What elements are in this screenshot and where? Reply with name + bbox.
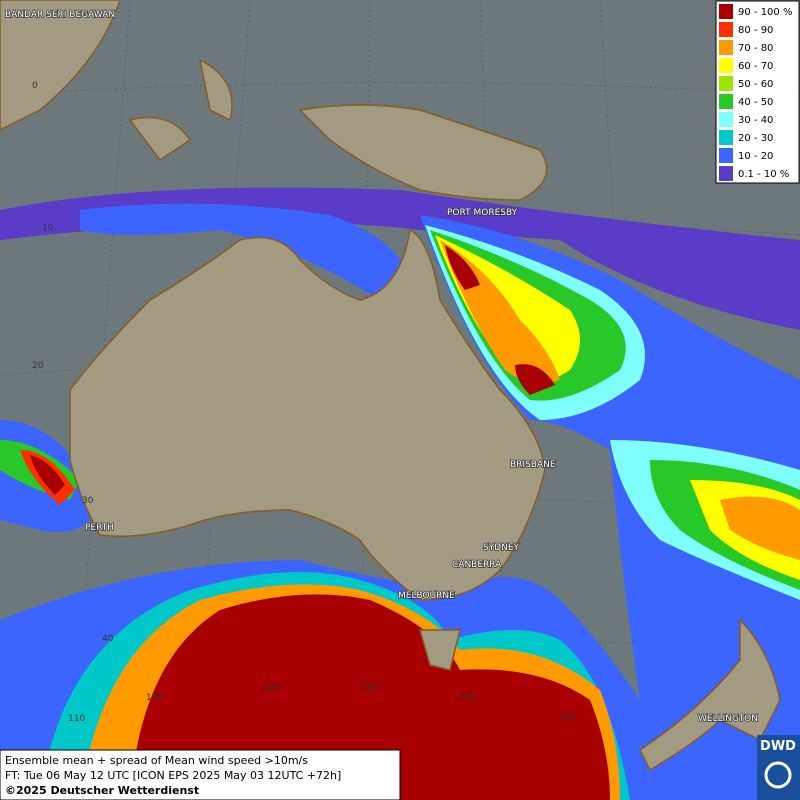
legend: 90 - 100 % 80 - 90 70 - 80 60 - 70 50 - 60 40… xyxy=(715,0,800,184)
legend-swatch xyxy=(719,4,733,19)
place-label: PORT MORESBY xyxy=(447,208,518,218)
info-line: FT: Tue 06 May 12 UTC [ICON EPS 2025 May… xyxy=(5,769,341,782)
logo-text: DWD xyxy=(760,739,796,754)
probability-field xyxy=(0,187,800,800)
grid-label: 130 xyxy=(262,683,279,693)
info-line: Ensemble mean + spread of Mean wind spee… xyxy=(5,754,308,767)
legend-label: 0.1 - 10 % xyxy=(738,169,789,180)
place-label: PERTH xyxy=(85,523,114,533)
legend-label: 50 - 60 xyxy=(738,79,773,90)
legend-swatch xyxy=(719,130,733,145)
grid-label: 110 xyxy=(68,714,85,724)
legend-swatch xyxy=(719,112,733,127)
grid-label: 10 xyxy=(42,223,54,233)
grid-label: 0 xyxy=(32,81,38,91)
legend-label: 30 - 40 xyxy=(738,115,773,126)
legend-swatch xyxy=(719,22,733,37)
place-label: BANDAR SERI BEGAWAN xyxy=(5,10,115,20)
info-box: Ensemble mean + spread of Mean wind spee… xyxy=(0,749,401,800)
logo-background xyxy=(757,735,800,800)
legend-label: 70 - 80 xyxy=(738,43,773,54)
land xyxy=(0,0,781,772)
place-label: MELBOURNE xyxy=(398,591,455,601)
place-label: SYDNEY xyxy=(483,543,520,553)
info-line: ©2025 Deutscher Wetterdienst xyxy=(5,784,199,797)
legend-swatch xyxy=(719,40,733,55)
place-labels: BANDAR SERI BEGAWAN PORT MORESBY BRISBANE P… xyxy=(4,9,758,725)
legend-swatch xyxy=(719,94,733,109)
grid-label: 140 xyxy=(362,683,379,693)
legend-swatch xyxy=(719,58,733,73)
grid-labels: 0 10 20 30 40 110 120 130 140 150 160 xyxy=(32,81,577,724)
place-label: WELLINGTON xyxy=(698,714,758,724)
legend-swatch xyxy=(719,148,733,163)
info-background xyxy=(0,749,401,800)
legend-label: 60 - 70 xyxy=(738,61,773,72)
grid-label: 120 xyxy=(146,693,163,703)
place-label: BRISBANE xyxy=(510,460,556,470)
logo: DWD xyxy=(757,735,800,800)
legend-label: 90 - 100 % xyxy=(738,7,792,18)
legend-label: 20 - 30 xyxy=(738,133,773,144)
place-label: CANBERRA xyxy=(452,560,502,570)
legend-label: 80 - 90 xyxy=(738,25,773,36)
grid-label: 20 xyxy=(32,361,44,371)
grid-label: 160 xyxy=(560,713,577,723)
grid-label: 40 xyxy=(102,634,114,644)
grid-label: 150 xyxy=(458,693,475,703)
legend-label: 40 - 50 xyxy=(738,97,773,108)
legend-label: 10 - 20 xyxy=(738,151,773,162)
legend-swatch xyxy=(719,76,733,91)
legend-swatch xyxy=(719,166,733,181)
grid-label: 30 xyxy=(82,496,94,506)
logo-swirl xyxy=(764,761,792,789)
